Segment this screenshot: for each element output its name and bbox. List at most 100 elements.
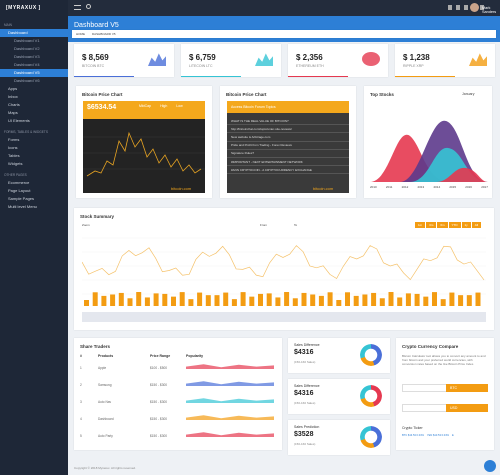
- top-icons[interactable]: [448, 5, 488, 10]
- stat-card: $ 8,569 BITCOIN BTC: [74, 44, 174, 77]
- brand: bitcoin.com: [313, 186, 334, 191]
- sales-value: $3528: [294, 431, 314, 438]
- ticker: E: [451, 434, 454, 437]
- shape: [82, 245, 485, 281]
- stocks-area: [370, 120, 488, 182]
- bar: [127, 298, 133, 306]
- sales-title: Sales Difference: [294, 343, 320, 347]
- bar: [440, 299, 446, 306]
- range-button[interactable]: 6m: [437, 222, 448, 228]
- news-item[interactable]: #IMPORTANT - NEXT ENTERTAINMENT NETWORK: [227, 158, 349, 167]
- donut: [360, 385, 382, 407]
- menu-item[interactable]: Dashboard V2: [14, 46, 40, 51]
- bar: [101, 295, 107, 306]
- menu-item[interactable]: Dashboard V1: [14, 38, 40, 43]
- news-item[interactable]: #ANN CRYPTOCOIN - A CRYPTOCURRENCY EXCHA…: [227, 166, 349, 175]
- news-widget: Access Bitcoin Forum Topics WHAT IS THE …: [227, 101, 349, 193]
- range-button[interactable]: 1m: [415, 222, 426, 228]
- news-item[interactable]: Pride and Profit from Trading - Forex Re…: [227, 142, 349, 150]
- bar: [110, 294, 116, 306]
- bar: [414, 293, 420, 306]
- news-item[interactable]: New website is Arbitrage.com: [227, 133, 349, 142]
- menu-item[interactable]: Multi level Menu: [8, 204, 37, 209]
- sales-card: Sales Difference $4316 (150-160 Sales): [288, 379, 390, 414]
- to-select[interactable]: USD: [446, 404, 488, 412]
- donut: [360, 344, 382, 366]
- sales-note: (150-160 Sales): [294, 442, 316, 446]
- crumb[interactable]: HOME: [76, 32, 85, 36]
- news-item[interactable]: http://bitcoinchat.com/topic/enter-site-…: [227, 125, 349, 134]
- month-select[interactable]: January: [462, 92, 475, 96]
- bar: [475, 292, 481, 306]
- stat: High: [160, 104, 168, 108]
- menu-item[interactable]: Ecommerce: [8, 180, 30, 185]
- menu-item[interactable]: Page Layout: [8, 188, 31, 193]
- avatar[interactable]: [470, 3, 479, 12]
- bar: [301, 292, 307, 306]
- stat-value: $ 6,759: [189, 53, 216, 62]
- sales-value: $4316: [294, 349, 314, 356]
- menu-item[interactable]: Dashboard V4: [14, 62, 40, 67]
- page-title: Dashboard V5: [74, 22, 119, 29]
- price-stats: MktCap High Low: [139, 104, 183, 108]
- menu-item[interactable]: Tables: [8, 153, 20, 158]
- user-name[interactable]: Mark Sanders: [482, 6, 497, 14]
- ticker: YEN $13.53 0.04%: [426, 434, 449, 437]
- from-select[interactable]: BTC: [446, 384, 488, 392]
- menu-item[interactable]: Icons: [8, 145, 18, 150]
- range-button[interactable]: All: [471, 222, 482, 228]
- bar: [223, 292, 229, 306]
- bar: [179, 292, 185, 306]
- bar: [266, 293, 272, 306]
- menu-item[interactable]: Charts: [8, 102, 20, 107]
- menu-item[interactable]: Apps: [8, 86, 18, 91]
- sales-card: Sales Prediction $3528 (150-160 Sales): [288, 420, 390, 455]
- stat-icon: [469, 53, 487, 66]
- news-card: Bitcoin Price Chart Access Bitcoin Forum…: [220, 86, 356, 198]
- menu-item[interactable]: Dashboard: [0, 29, 68, 37]
- menu-item[interactable]: Widgets: [8, 161, 23, 166]
- search-icon[interactable]: [86, 4, 91, 9]
- stat-value: $ 2,356: [296, 53, 323, 62]
- menu-toggle[interactable]: [74, 5, 81, 10]
- range-button[interactable]: 3m: [426, 222, 437, 228]
- card-title: Top Stocks: [370, 92, 394, 97]
- bar: [136, 292, 142, 306]
- range-button[interactable]: 1y: [461, 222, 471, 228]
- bar: [84, 300, 89, 306]
- menu-item[interactable]: UI Elements: [8, 118, 30, 123]
- menu-item[interactable]: Dashboard V6: [14, 78, 40, 83]
- menu-item[interactable]: Maps: [8, 110, 18, 115]
- compare-card: Crypto Currency Compare Bitcoin Calculat…: [396, 338, 494, 450]
- price-card: Bitcoin Price Chart $6534.54 MktCap High L…: [76, 86, 212, 198]
- stat-card: $ 1,238 RIPPLE XRP: [395, 44, 495, 77]
- range-button[interactable]: YTD: [448, 222, 461, 228]
- crumb: DASHBOARD V5: [92, 32, 116, 36]
- td: Dashboard: [98, 417, 114, 421]
- stat-line: [74, 75, 134, 77]
- news-item[interactable]: Signature Rules?: [227, 150, 349, 158]
- logo[interactable]: [MYRAXUX ]: [6, 5, 41, 11]
- td: $150 - $300: [150, 400, 168, 404]
- sales-title: Sales Prediction: [294, 425, 320, 429]
- bar: [171, 296, 176, 306]
- stat-label: LITECOIN LTC: [189, 64, 213, 68]
- menu-item[interactable]: Inbox: [8, 94, 18, 99]
- card-title: Stock Summary: [80, 214, 115, 219]
- card-title: Bitcoin Price Chart: [226, 92, 267, 97]
- sales-note: (150-160 Sales): [294, 401, 316, 405]
- menu-item[interactable]: Sample Pages: [8, 196, 35, 201]
- menu-item[interactable]: Dashboard V3: [14, 54, 40, 59]
- x-label: 2012: [401, 185, 409, 189]
- stat-line: [288, 75, 348, 77]
- bar: [82, 312, 486, 322]
- menu-item[interactable]: Dashboard V5: [0, 69, 68, 77]
- menu-item[interactable]: Forms: [8, 137, 20, 142]
- sales-note: (150-160 Sales): [294, 360, 316, 364]
- x-label: 2011: [385, 185, 393, 189]
- compare-text: Bitcoin Calculator tool allows you to co…: [402, 354, 486, 367]
- ticker-title: Crypto Ticker: [402, 426, 423, 430]
- donut: [360, 426, 382, 448]
- news-item[interactable]: WHAT IS THE REAL VALUE OF BITCOIN?: [227, 117, 349, 126]
- fab[interactable]: [484, 460, 496, 472]
